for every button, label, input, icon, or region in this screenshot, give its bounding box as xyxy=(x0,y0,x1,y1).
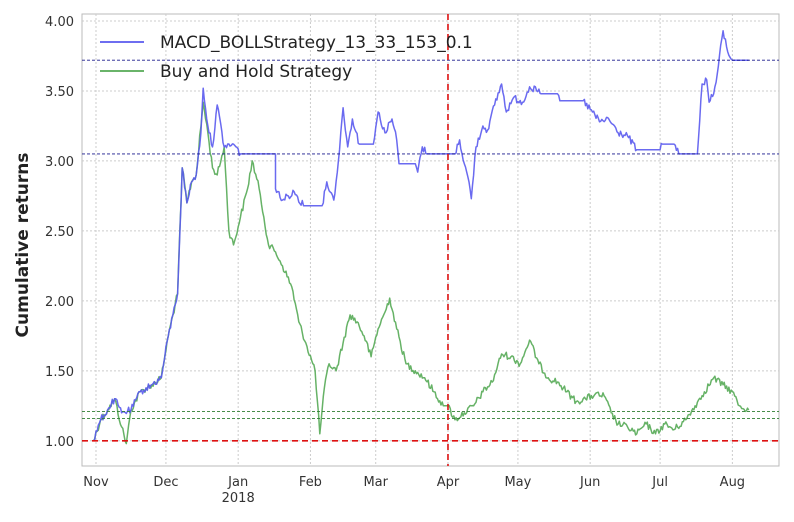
legend-label-0: MACD_BOLLStrategy_13_33_153_0.1 xyxy=(160,33,473,53)
plot-frame xyxy=(81,13,780,467)
y-tick-label: 4.00 xyxy=(45,15,74,30)
x-tick-label: Jan xyxy=(227,475,248,490)
x-tick-label: Dec xyxy=(153,475,178,490)
y-tick-label: 1.50 xyxy=(45,365,74,380)
x-tick-label: Aug xyxy=(720,475,745,490)
series-lines xyxy=(93,30,750,445)
series-line-0 xyxy=(93,30,749,442)
y-tick-label: 1.00 xyxy=(45,435,74,450)
x-tick-label: Jul xyxy=(651,475,668,490)
y-tick-labels: 1.00 1.50 2.00 2.50 3.00 3.50 4.00 xyxy=(45,15,74,450)
x-tick-label: Nov xyxy=(83,475,109,490)
y-axis-title: Cumulative returns xyxy=(13,153,33,338)
y-tick-label: 2.00 xyxy=(45,295,74,310)
x-tick-label: May xyxy=(504,475,531,490)
grid xyxy=(82,14,779,466)
legend-label-1: Buy and Hold Strategy xyxy=(160,62,352,82)
legend: MACD_BOLLStrategy_13_33_153_0.1 Buy and H… xyxy=(100,33,473,82)
x-tick-label: Feb xyxy=(299,475,322,490)
x-tick-label: Mar xyxy=(363,475,388,490)
x-tick-sublabel: 2018 xyxy=(222,491,255,506)
x-tick-label: Apr xyxy=(437,475,460,490)
y-tick-label: 2.50 xyxy=(45,225,74,240)
y-tick-label: 3.00 xyxy=(45,155,74,170)
x-tick-label: Jun xyxy=(579,475,600,490)
y-tick-label: 3.50 xyxy=(45,85,74,100)
reference-lines xyxy=(82,14,779,466)
